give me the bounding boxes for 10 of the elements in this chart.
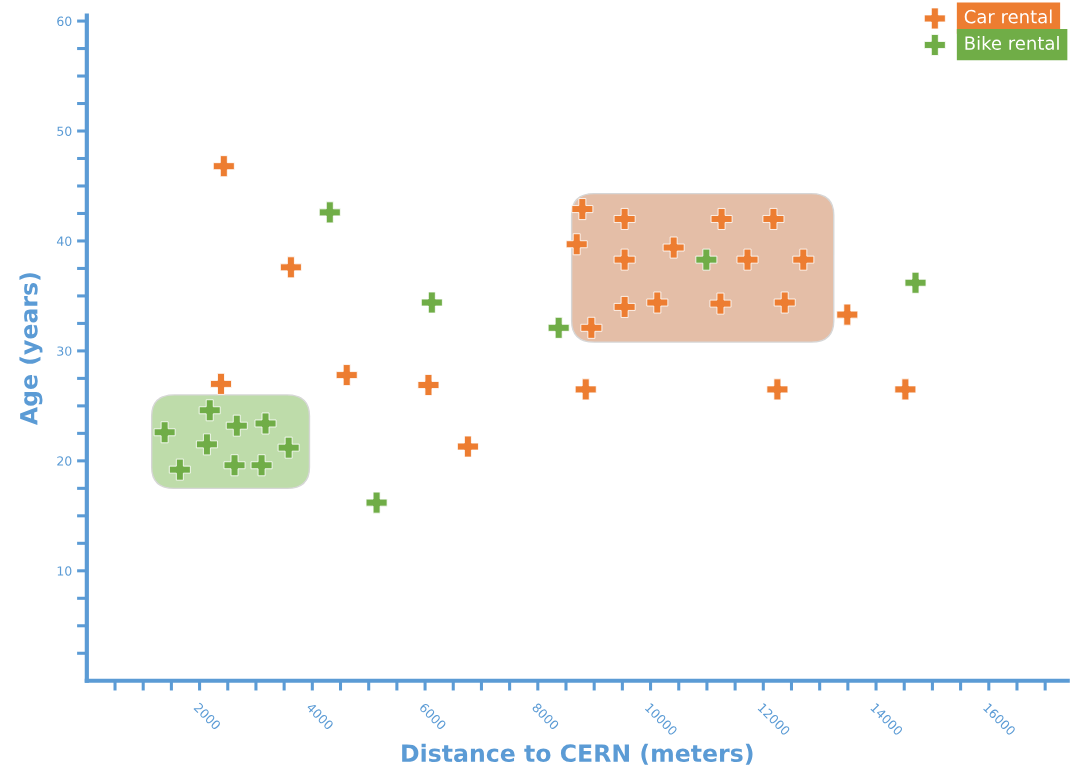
legend-label: Car rental: [964, 9, 1052, 24]
y-tick-label: 60: [57, 16, 72, 26]
x-axis-title: Distance to CERN (meters): [402, 743, 753, 765]
y-axis-title: Age (years): [19, 273, 43, 426]
y-tick-label: 30: [57, 346, 72, 356]
legend-label: Bike rental: [965, 35, 1059, 50]
y-tick-label: 20: [57, 456, 72, 466]
y-tick-label: 50: [57, 126, 72, 136]
y-tick-label: 40: [56, 236, 72, 246]
y-tick-label: 10: [57, 566, 72, 576]
